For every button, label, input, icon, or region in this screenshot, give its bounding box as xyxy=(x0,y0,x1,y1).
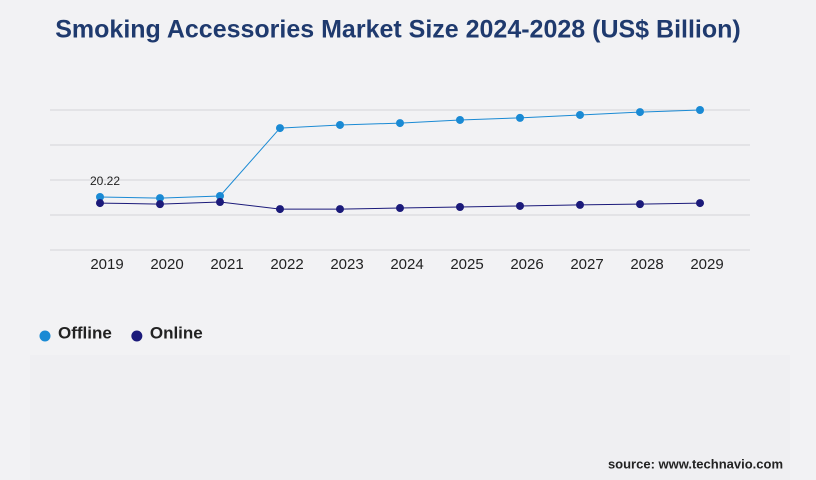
point xyxy=(636,108,644,117)
legend-label: Offline xyxy=(58,323,112,342)
point xyxy=(456,203,464,212)
chart-title: Smoking Accessories Market Size 2024-202… xyxy=(55,16,740,44)
x-tick-label: 2019 xyxy=(90,256,123,273)
x-tick-label: 2028 xyxy=(630,256,663,273)
point xyxy=(396,119,404,128)
source: source: www.technavio.com xyxy=(608,456,783,471)
point xyxy=(516,113,524,122)
point xyxy=(396,204,404,213)
point xyxy=(96,199,104,208)
panel xyxy=(30,355,790,480)
point xyxy=(696,199,704,208)
point xyxy=(276,205,284,214)
point xyxy=(336,120,344,129)
x-tick-label: 2022 xyxy=(270,256,303,273)
x-tick-label: 2025 xyxy=(450,256,483,273)
legend-label: Online xyxy=(150,323,203,342)
point xyxy=(216,191,224,200)
x-tick-label: 2021 xyxy=(210,256,243,273)
point xyxy=(576,200,584,209)
point xyxy=(156,200,164,209)
grid xyxy=(50,109,750,251)
x-tick-label: 2026 xyxy=(510,256,543,273)
point xyxy=(336,205,344,214)
x-tick-label: 2024 xyxy=(390,256,423,273)
point xyxy=(216,198,224,207)
point xyxy=(156,194,164,203)
legend-marker xyxy=(39,330,51,342)
point xyxy=(96,192,104,201)
x-tick-label: 2027 xyxy=(570,256,603,273)
legend-marker xyxy=(131,330,143,342)
data-label: 20.22 xyxy=(90,174,120,188)
point xyxy=(636,200,644,209)
x-tick-label: 2029 xyxy=(690,256,723,273)
point xyxy=(576,110,584,119)
point xyxy=(276,124,284,133)
point xyxy=(456,115,464,124)
point xyxy=(696,106,704,114)
x-tick-label: 2020 xyxy=(150,256,183,273)
x-tick-label: 2023 xyxy=(330,256,363,273)
point xyxy=(516,201,524,210)
